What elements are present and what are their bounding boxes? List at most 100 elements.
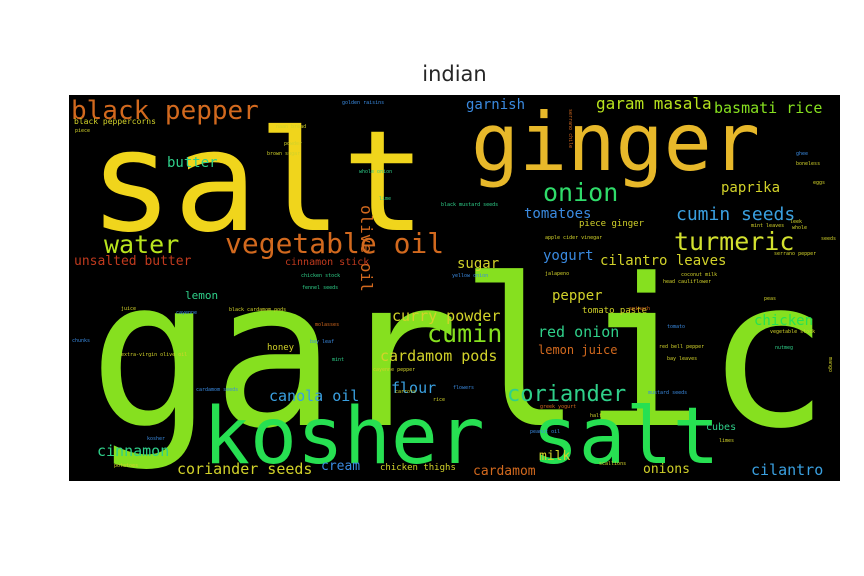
word-garlic: garlic [89,236,830,474]
word-piece-ginger: piece ginger [579,219,645,229]
word-cayenne: cayenne [176,310,197,316]
word-garam-masala: garam masala [596,95,712,113]
word-yogurt: yogurt [543,248,594,264]
word-molasses: molasses [315,322,339,328]
word-curry-powder: curry powder [392,307,500,325]
word-flowers: flowers [453,385,474,391]
word-whole: whole [792,225,807,231]
word-tomatoes: tomatoes [524,206,591,222]
word-extra-virgin-olive-oil: extra-virgin olive oil [121,352,187,358]
word-head-cauliflower: head cauliflower [663,279,711,285]
word-unsalted-butter: unsalted butter [74,254,192,269]
word-red-onion: red onion [538,323,619,341]
word-golden-raisins: golden raisins [342,100,384,106]
word-powder: powder [284,141,302,147]
word-chicken: chicken [754,313,813,329]
word-water: water [104,230,179,259]
word-nutmeg: nutmeg [775,345,793,351]
word-vegetable-stock: vegetable stock [770,329,815,335]
word-rice: rice [433,397,445,403]
word-coconut-milk: coconut milk [681,272,717,278]
word-lime: lime [379,196,391,202]
word-cinnamon-stick: cinnamon stick [285,257,369,268]
word-sugar: sugar [457,256,499,272]
word-chunks: chunks [72,338,90,344]
word-serrano-pepper: serrano pepper [774,251,816,257]
word-brown-sugar: brown sugar [267,151,300,157]
word-cardamom-seeds: cardamom seeds [196,387,238,393]
word-mint: mint [332,357,344,363]
word-eggs: eggs [813,180,825,186]
word-black-cardamom-pods: black cardamom pods [229,307,286,313]
word-basmati-rice: basmati rice [714,99,822,117]
cloud-background [69,95,840,481]
word-canola-oil: canola oil [269,387,359,405]
word-cilantro-leaves: cilantro leaves [600,253,726,269]
word-whole-onion: whole onion [359,169,392,175]
word-piece: piece [75,128,90,134]
word-honey: honey [267,343,295,353]
word-chicken-thighs: chicken thighs [380,463,456,473]
word-mint-leaves: mint leaves [751,223,784,229]
word-tomato: tomato [667,324,685,330]
word-cumin: cumin [427,319,502,348]
word-lemon: lemon [185,289,218,302]
word-cream: cream [321,459,360,474]
word-cilantro: cilantro [751,461,823,479]
chart-title: indian [422,62,487,86]
word-apple-cider-vinegar: apple cider vinegar [545,235,602,241]
word-bay-leaves: bay leaves [667,356,697,362]
word-juice: juice [121,306,136,312]
word-half: half [590,413,602,419]
word-cinnamon: cinnamon [97,442,169,460]
word-black-pepper: black pepper [71,96,259,126]
word-chicken-stock: chicken stock [301,273,340,279]
word-carrots: carrots [395,389,416,395]
word-jalapeno: jalapeno [545,271,569,277]
word-scallions: scallions [599,461,626,467]
word-cardamom: cardamom [473,464,536,479]
word-kosher-salt: kosher salt [203,392,720,481]
word-bay-leaf: bay leaf [310,339,334,345]
word-black-mustard-seeds: black mustard seeds [441,202,498,208]
word-vegetable-oil: vegetable oil [225,227,444,260]
word-turmeric: turmeric [674,227,794,256]
word-milk: milk [539,449,570,464]
word-greek-yogurt: greek yogurt [540,404,576,410]
word-boneless: boneless [796,161,820,167]
word-lemon-juice: lemon juice [538,343,617,357]
word-cumin-seeds: cumin seeds [676,204,795,225]
word-yellow-onion: yellow onion [452,273,488,279]
word-ginger: ginger [471,96,760,189]
word-onion: onion [543,178,618,207]
word-red-bell-pepper: red bell pepper [659,344,704,350]
word-fennel-seeds: fennel seeds [302,285,338,291]
word-cubes: cubes [706,422,736,433]
word-pepper: pepper [552,288,603,304]
word-seeds: seeds [821,236,836,242]
word-coriander: coriander [507,382,626,407]
word-serrano-chile: serrano chile [567,109,573,148]
word-garnish: garnish [466,97,525,113]
word-spinach: spinach [629,306,650,312]
word-black-peppercorns: black peppercorns [74,117,156,126]
word-cayenne-pepper: cayenne pepper [373,367,415,373]
word-potatoes: potatoes [114,463,138,469]
word-kosher: kosher [147,436,165,442]
word-onions: onions [643,462,690,477]
word-coriander-seeds: coriander seeds [177,460,312,478]
word-flour: flour [391,379,436,397]
word-tomato-paste: tomato paste [582,306,647,316]
word-leek: leek [790,219,802,225]
word-limes: limes [719,438,734,444]
word-butter: butter [167,155,218,171]
word-peas: peas [764,296,776,302]
word-ghee: ghee [796,151,808,157]
word-salt: salt [89,101,426,264]
word-olive-oil: olive oil [357,205,376,292]
word-mustard-seeds: mustard seeds [648,390,687,396]
word-mango: mango [827,357,833,372]
word-peanut-oil: peanut oil [530,429,560,435]
word-paprika: paprika [721,180,780,196]
